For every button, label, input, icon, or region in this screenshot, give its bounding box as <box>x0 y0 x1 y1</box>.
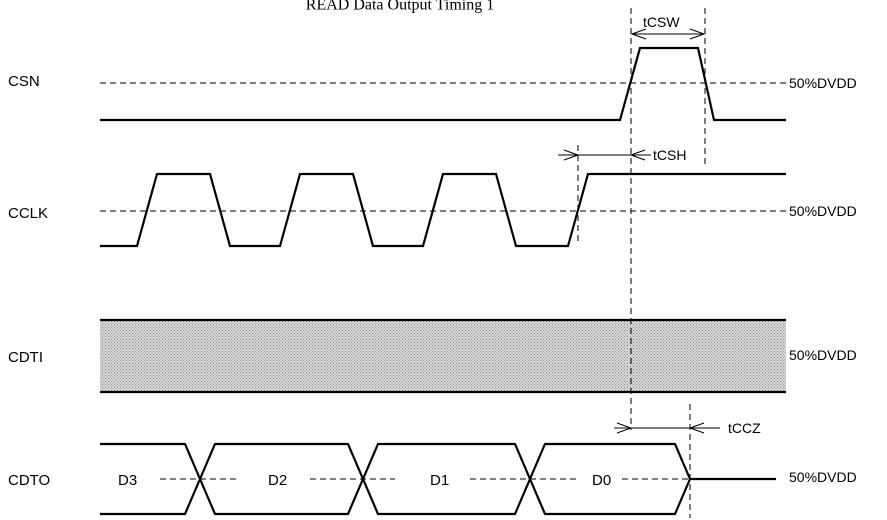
diagram-title: READ Data Output Timing 1 <box>306 0 494 14</box>
cdto-lower-edge <box>100 476 692 516</box>
tccz-arrow-right <box>688 422 705 434</box>
tcsh-arrow-right <box>629 149 646 161</box>
tccz-label: tCCZ <box>728 420 761 436</box>
tcsw-arrow-right <box>689 28 706 40</box>
data-bit-d0: D0 <box>592 472 611 489</box>
tcsw-arrow-left <box>630 28 647 40</box>
signal-label-cdto: CDTO <box>8 472 50 489</box>
cdto-upper-edge <box>100 442 692 482</box>
cclk-waveform <box>100 172 786 248</box>
cclk-reference-label: 50%DVDD <box>789 203 857 219</box>
signal-label-cdti: CDTI <box>8 349 43 366</box>
cdti-dont-care-band <box>100 320 786 392</box>
signal-label-csn: CSN <box>8 73 40 90</box>
tcsh-label: tCSH <box>653 147 686 163</box>
cdto-reference-label: 50%DVDD <box>789 469 857 485</box>
tcsh-arrow-left <box>563 149 580 161</box>
signal-label-cclk: CCLK <box>8 205 48 222</box>
data-bit-d2: D2 <box>268 472 287 489</box>
cdti-reference-label: 50%DVDD <box>789 347 857 363</box>
csn-reference-label: 50%DVDD <box>789 75 857 91</box>
tccz-arrow-left <box>616 422 633 434</box>
csn-waveform <box>100 46 786 122</box>
data-bit-d3: D3 <box>118 472 137 489</box>
tcsw-label: tCSW <box>643 14 680 30</box>
data-bit-d1: D1 <box>430 472 449 489</box>
